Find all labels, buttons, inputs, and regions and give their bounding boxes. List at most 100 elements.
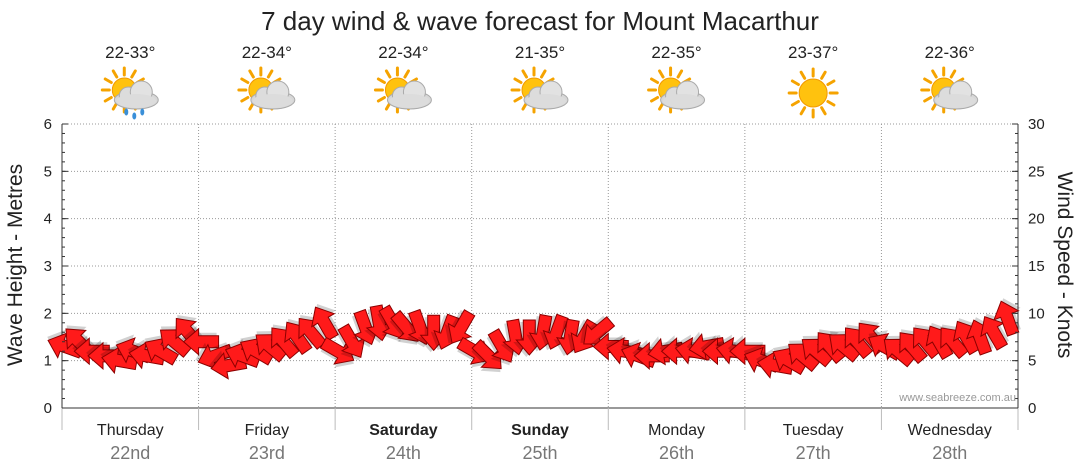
sun-ray bbox=[540, 69, 547, 79]
temperature-label: 21-35° bbox=[515, 43, 565, 62]
sun-cloud-icon bbox=[237, 66, 296, 114]
wind-arrow-shape bbox=[271, 327, 300, 360]
grid bbox=[61, 123, 1019, 430]
temperature-label: 22-33° bbox=[105, 43, 155, 62]
day-labels: Thursday 22nd Friday 23rd Saturday 24th Sunday… bbox=[97, 422, 992, 463]
sun-ray bbox=[799, 106, 807, 116]
wind-arrow bbox=[100, 344, 138, 375]
wind-arrow-shape bbox=[925, 325, 954, 361]
sun-ray bbox=[820, 70, 827, 80]
wind-arrow bbox=[319, 336, 355, 368]
sun-ray bbox=[130, 69, 137, 79]
sun-ray bbox=[923, 77, 933, 84]
sun-ray bbox=[650, 77, 660, 84]
day-name-label: Saturday bbox=[369, 422, 438, 439]
sun-ray bbox=[676, 69, 684, 79]
cloud-shape bbox=[523, 80, 569, 110]
day-date-label: 23rd bbox=[249, 443, 285, 463]
wind-arrow-shape bbox=[319, 336, 355, 365]
cloud-shape bbox=[660, 80, 706, 110]
wind-arrow-shape bbox=[447, 309, 476, 344]
sun-cloud-icon bbox=[647, 66, 706, 114]
day-name-label: Thursday bbox=[97, 422, 164, 439]
sun-ray bbox=[826, 100, 836, 107]
sun-ray bbox=[799, 70, 807, 80]
day-date-label: 25th bbox=[522, 443, 557, 463]
wind-arrow bbox=[144, 334, 180, 366]
y-right-tick-label: 15 bbox=[1028, 258, 1045, 275]
wind-arrow-shape bbox=[284, 321, 313, 356]
sun-ray bbox=[949, 69, 957, 79]
wind-arrow bbox=[127, 339, 166, 370]
day-name-label: Monday bbox=[648, 422, 705, 439]
sun-ray bbox=[376, 77, 386, 84]
sun-ray bbox=[403, 69, 410, 79]
day-name-label: Tuesday bbox=[783, 422, 844, 439]
wind-arrow bbox=[336, 323, 366, 361]
sun-icon bbox=[787, 67, 839, 119]
cloud-shape bbox=[933, 80, 979, 110]
y-left-tick-label: 4 bbox=[44, 211, 52, 228]
sun-ray bbox=[931, 69, 938, 79]
day-date-label: 27th bbox=[796, 443, 831, 463]
y-axis-label-right: Wind Speed - Knots bbox=[1053, 172, 1076, 359]
weather-icons bbox=[100, 66, 979, 120]
rain-drop bbox=[132, 112, 137, 120]
sun-cloud-icon bbox=[373, 66, 432, 114]
sun-ray bbox=[658, 69, 665, 79]
axis-ticks: 0 1 2 3 4 5 6 0 5 10 15 20 25 30 bbox=[44, 116, 1045, 417]
y-axis-label-left: Wave Height - Metres bbox=[4, 164, 27, 366]
sun-ray bbox=[826, 79, 836, 86]
temperature-label: 22-35° bbox=[651, 43, 701, 62]
cloud-shape bbox=[386, 80, 432, 110]
y-right-tick-label: 30 bbox=[1028, 116, 1045, 133]
wind-arrow bbox=[72, 335, 110, 366]
temperature-label: 22-36° bbox=[925, 43, 975, 62]
wind-arrow bbox=[756, 348, 794, 379]
day-date-label: 28th bbox=[932, 443, 967, 463]
sun-ray bbox=[240, 96, 250, 103]
wind-arrow-shape bbox=[471, 338, 502, 370]
sun-ray bbox=[513, 96, 523, 103]
rain-drop bbox=[124, 108, 129, 116]
temperature-label: 22-34° bbox=[242, 43, 292, 62]
sun-ray bbox=[111, 69, 119, 79]
day-name-label: Wednesday bbox=[908, 422, 992, 439]
sun-cloud-rain-icon bbox=[100, 66, 159, 120]
wind-arrow-shape bbox=[144, 337, 180, 366]
wind-arrow bbox=[311, 303, 340, 342]
cloud-shape bbox=[250, 80, 296, 110]
sun-ray bbox=[513, 77, 523, 84]
temperature-labels: 22-33° 22-34° 22-34° 21-35° 22-35° 23-37° 22-3… bbox=[105, 43, 975, 62]
wind-arrow-shape bbox=[337, 323, 366, 358]
sun-ray bbox=[103, 96, 113, 103]
y-right-tick-label: 10 bbox=[1028, 305, 1045, 322]
wind-arrow-shape bbox=[583, 316, 616, 345]
y-left-tick-label: 3 bbox=[44, 258, 52, 275]
wind-arrow bbox=[727, 335, 766, 366]
wind-arrow bbox=[580, 315, 616, 345]
wind-arrow bbox=[444, 309, 476, 344]
day-name-label: Friday bbox=[245, 422, 289, 439]
sun-ray bbox=[521, 69, 528, 79]
y-left-tick-label: 1 bbox=[44, 353, 52, 370]
wind-arrow-shape bbox=[182, 327, 220, 356]
sun-ray bbox=[923, 96, 933, 103]
sun-ray bbox=[384, 69, 392, 79]
wind-arrow bbox=[181, 325, 220, 356]
rain-drop bbox=[140, 108, 145, 116]
day-date-label: 26th bbox=[659, 443, 694, 463]
day-date-label: 22nd bbox=[110, 443, 150, 463]
chart-title: 7 day wind & wave forecast for Mount Mac… bbox=[261, 6, 819, 36]
wind-arrow-shape bbox=[993, 300, 1020, 337]
sun-ray bbox=[790, 100, 800, 107]
sun-ray bbox=[103, 77, 113, 84]
sun-cloud-icon bbox=[510, 66, 569, 114]
y-right-tick-label: 5 bbox=[1028, 353, 1036, 370]
y-left-tick-label: 0 bbox=[44, 400, 52, 417]
sun-ray bbox=[820, 106, 827, 116]
cloud-shape bbox=[113, 80, 159, 110]
sun-ray bbox=[650, 96, 660, 103]
wind-arrows bbox=[47, 298, 1021, 380]
